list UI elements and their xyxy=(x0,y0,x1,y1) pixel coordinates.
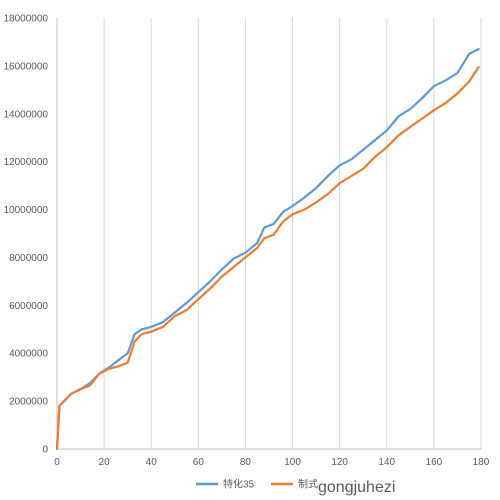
y-tick-label: 12000000 xyxy=(4,157,49,168)
x-tick-label: 160 xyxy=(426,457,443,468)
series-lines xyxy=(55,48,480,451)
y-tick-label: 16000000 xyxy=(4,61,49,72)
series-line-2 xyxy=(55,66,480,451)
y-tick-label: 14000000 xyxy=(4,109,49,120)
x-tick-label: 40 xyxy=(146,457,158,468)
x-tick-label: 20 xyxy=(99,457,111,468)
axes xyxy=(56,18,481,450)
x-axis-tick-labels: 0 20 40 60 80 100 120 140 160 180 xyxy=(54,457,490,468)
grid-lines xyxy=(103,18,482,449)
y-tick-label: 6000000 xyxy=(9,301,48,312)
legend-label-1: 特化35 xyxy=(223,478,255,491)
legend: 特化35 制式 xyxy=(196,478,318,491)
x-tick-label: 100 xyxy=(284,457,301,468)
y-tick-label: 8000000 xyxy=(9,253,48,264)
watermark-text: gongjuhezi xyxy=(318,479,395,496)
x-tick-label: 0 xyxy=(54,457,60,468)
y-axis-tick-labels: 0 2000000 4000000 6000000 8000000 10000000 120… xyxy=(4,14,49,456)
y-tick-label: 10000000 xyxy=(4,205,49,216)
y-tick-label: 2000000 xyxy=(9,397,48,408)
y-tick-label: 4000000 xyxy=(9,349,48,360)
x-tick-label: 120 xyxy=(331,457,348,468)
x-tick-label: 180 xyxy=(473,457,490,468)
y-tick-label: 0 xyxy=(42,445,48,456)
y-tick-label: 18000000 xyxy=(4,14,49,25)
x-tick-label: 140 xyxy=(378,457,395,468)
legend-label-2: 制式 xyxy=(298,478,318,491)
x-tick-label: 80 xyxy=(240,457,252,468)
x-tick-label: 60 xyxy=(193,457,205,468)
